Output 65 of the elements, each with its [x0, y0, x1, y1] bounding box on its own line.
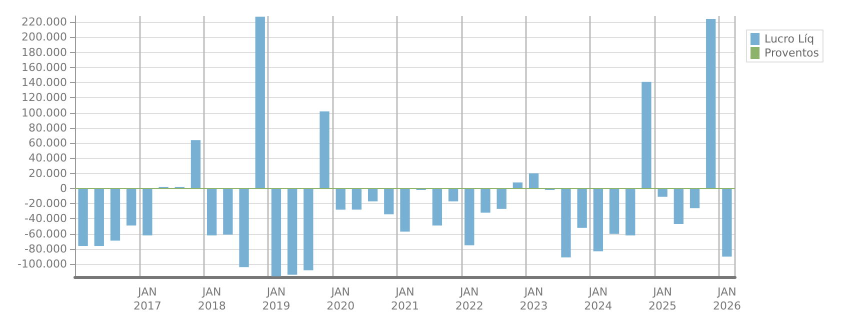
- y-tick-label: -40.000: [24, 212, 67, 226]
- bar: [190, 140, 201, 188]
- bar: [480, 188, 490, 213]
- bar: [304, 188, 314, 270]
- y-tick-label: 140.000: [22, 76, 67, 90]
- bar: [626, 188, 636, 236]
- y-tick-label: 60.000: [28, 136, 67, 150]
- bar: [207, 188, 217, 236]
- bar: [722, 188, 732, 257]
- y-tick-label: -60.000: [24, 227, 67, 240]
- bar: [352, 188, 362, 210]
- y-tick-label: -80.000: [24, 242, 67, 256]
- y-tick-label: -100.000: [18, 258, 67, 271]
- bar: [496, 188, 506, 209]
- x-tick-label: JAN 2026: [712, 286, 741, 312]
- x-tick-label: JAN 2021: [391, 286, 419, 312]
- y-tick-label: 80.000: [28, 121, 67, 134]
- y-tick-label: 220.000: [22, 16, 67, 29]
- bar: [223, 188, 233, 235]
- bar: [271, 188, 282, 276]
- bar: [706, 19, 716, 188]
- y-tick-label: -20.000: [24, 197, 67, 210]
- bar: [642, 82, 652, 188]
- x-tick-label: JAN 2019: [262, 286, 290, 312]
- bar: [336, 188, 346, 210]
- x-tick-label: JAN 2023: [520, 286, 548, 312]
- bar: [126, 188, 136, 226]
- y-tick-label: 200.000: [22, 30, 67, 44]
- y-tick-label: 160.000: [22, 60, 67, 74]
- bar: [464, 188, 474, 246]
- legend-label: Lucro Líq: [764, 32, 814, 46]
- bar: [561, 188, 571, 258]
- bar: [320, 111, 330, 188]
- bar: [255, 16, 265, 188]
- bar: [609, 188, 620, 234]
- x-tick-label: JAN 2018: [198, 286, 226, 312]
- bar: [448, 188, 458, 202]
- bar: [110, 188, 120, 241]
- x-tick-label: JAN 2022: [455, 286, 484, 312]
- bar: [239, 188, 249, 268]
- legend-label: Proventos: [764, 46, 820, 60]
- x-tick-label: JAN 2020: [326, 286, 355, 312]
- bar: [528, 173, 539, 188]
- y-tick-label: 20.000: [28, 166, 67, 180]
- bar: [142, 188, 152, 236]
- bar: [658, 188, 668, 197]
- bar: [593, 188, 603, 252]
- bar: [368, 188, 378, 202]
- y-tick-label: 0: [60, 182, 67, 195]
- y-tick-label: 120.000: [22, 91, 67, 104]
- bar: [384, 188, 394, 214]
- bar: [400, 188, 410, 232]
- bar: [690, 188, 700, 208]
- x-tick-label: JAN 2025: [648, 286, 677, 312]
- bar: [432, 188, 442, 226]
- x-tick-label: JAN 2024: [584, 286, 612, 312]
- bar: [287, 188, 298, 275]
- y-tick-label: 100.000: [22, 106, 67, 120]
- bar: [94, 188, 104, 246]
- y-tick-label: 180.000: [22, 46, 67, 59]
- bar: [577, 188, 587, 228]
- bar: [78, 188, 88, 246]
- y-tick-label: 40.000: [28, 152, 67, 165]
- bar: [674, 188, 684, 224]
- x-tick-label: JAN 2017: [133, 286, 162, 312]
